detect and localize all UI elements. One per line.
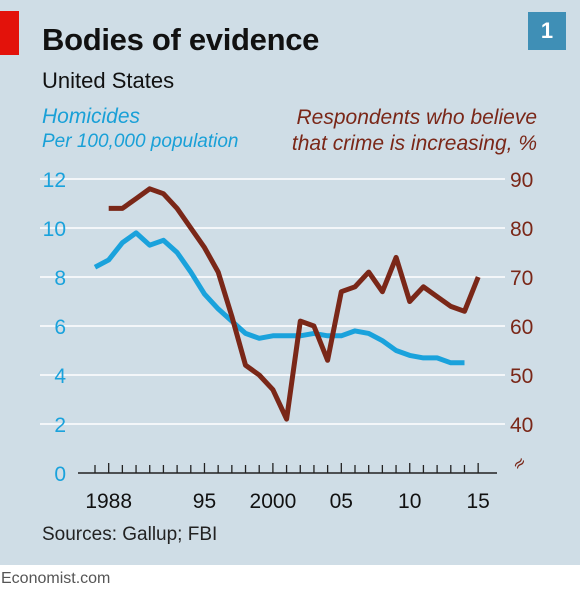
chart-title: Bodies of evidence — [42, 22, 320, 57]
left-tick-label: 12 — [43, 169, 66, 192]
x-tick-label: 05 — [330, 490, 353, 513]
right-tick-label: 80 — [510, 218, 533, 241]
right-axis-label-line2: that crime is increasing, % — [291, 132, 537, 155]
x-tick-label: 2000 — [250, 490, 297, 513]
right-tick-label: 50 — [510, 365, 533, 388]
series-line-homicides — [93, 230, 465, 366]
left-tick-label: 10 — [43, 218, 66, 241]
source-note: Sources: Gallup; FBI — [42, 524, 218, 545]
left-tick-label: 4 — [54, 365, 66, 388]
x-tick-label: 15 — [466, 490, 489, 513]
left-axis-label-line2: Per 100,000 population — [42, 131, 239, 152]
chart-subtitle: United States — [42, 68, 175, 93]
series-line-respondents — [108, 186, 481, 422]
left-tick-label: 2 — [54, 414, 66, 437]
chart-panel — [0, 0, 580, 565]
right-tick-label: 60 — [510, 316, 533, 339]
right-tick-label: 70 — [510, 267, 533, 290]
chart-number-badge: 1 — [528, 12, 566, 50]
left-axis-label-line1: Homicides — [42, 105, 141, 128]
brand-red-tag — [0, 11, 19, 55]
left-tick-label: 8 — [54, 267, 66, 290]
line-chart: 0 2 4 6 8 10 12 40 50 60 70 80 90 ≈1988 95 2000 05 10 15 — [40, 169, 533, 513]
left-tick-label: 6 — [54, 316, 66, 339]
footer-credit: Economist.com — [1, 570, 111, 587]
left-tick-label: 0 — [54, 463, 66, 486]
x-tick-label: 10 — [398, 490, 421, 513]
x-tick-label: 95 — [193, 490, 216, 513]
right-tick-label: 40 — [510, 414, 533, 437]
left-axis-label: Homicides Per 100,000 population — [42, 105, 239, 153]
right-tick-label: 90 — [510, 169, 533, 192]
right-axis-label: Respondents who believe that crime is in… — [292, 105, 537, 157]
right-axis-label-line1: Respondents who believe — [296, 106, 538, 129]
axis-break-symbol: ≈ — [508, 452, 531, 475]
x-tick-label: 1988 — [85, 490, 132, 513]
